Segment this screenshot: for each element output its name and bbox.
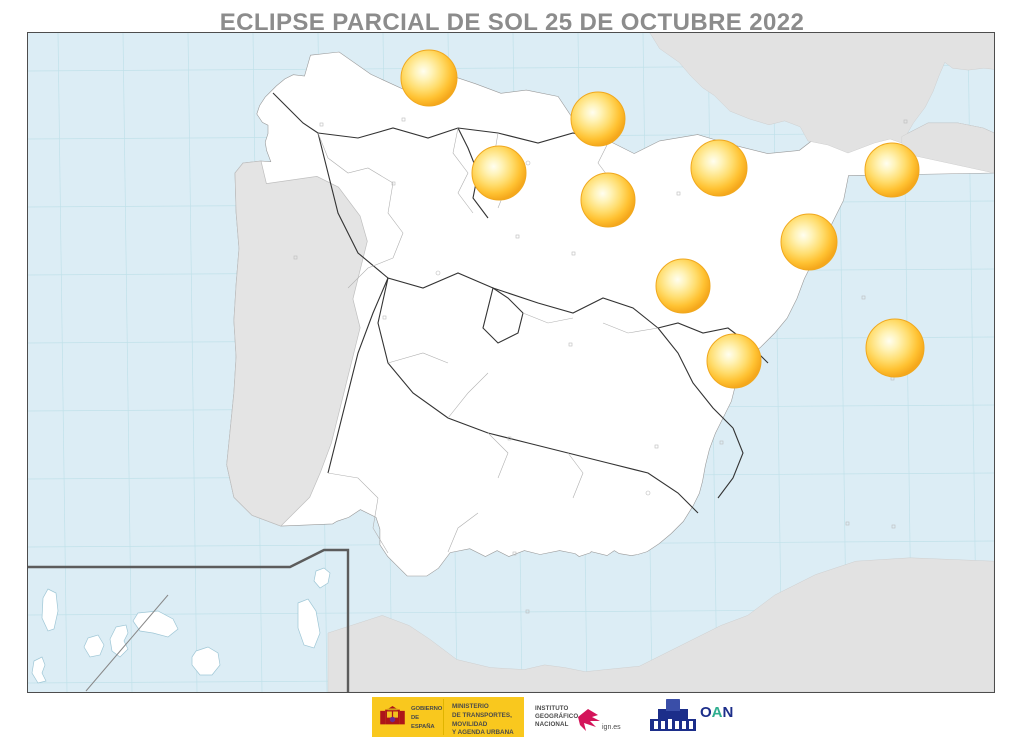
- svg-text:OAN: OAN: [700, 704, 733, 721]
- svg-text:ign.es: ign.es: [602, 724, 621, 731]
